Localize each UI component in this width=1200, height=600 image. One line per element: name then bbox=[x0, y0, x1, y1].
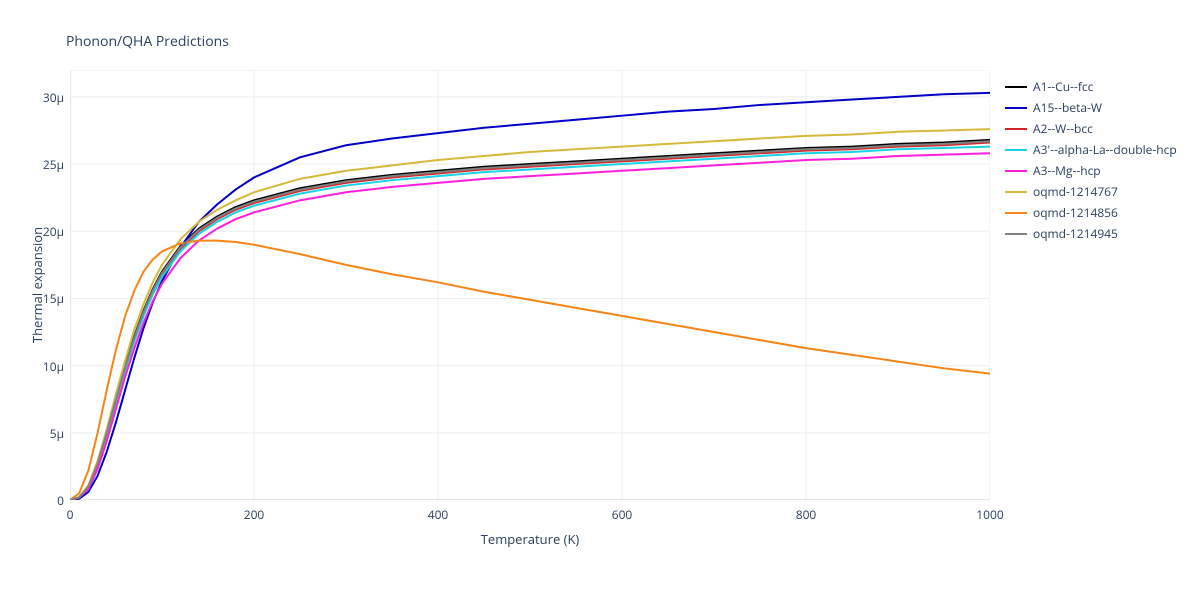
legend-swatch bbox=[1005, 191, 1027, 193]
legend-swatch bbox=[1005, 107, 1027, 109]
plot-area bbox=[70, 70, 990, 500]
plot-svg bbox=[70, 70, 990, 500]
legend-item[interactable]: A2--W--bcc bbox=[1005, 120, 1177, 137]
legend-swatch bbox=[1005, 149, 1027, 151]
legend-swatch bbox=[1005, 86, 1027, 88]
series-line[interactable] bbox=[70, 241, 990, 500]
x-tick-label: 400 bbox=[423, 506, 453, 523]
legend-item[interactable]: oqmd-1214856 bbox=[1005, 204, 1177, 221]
series-line[interactable] bbox=[70, 129, 990, 500]
legend-label: A15--beta-W bbox=[1033, 99, 1102, 116]
x-tick-label: 800 bbox=[791, 506, 821, 523]
legend-label: oqmd-1214945 bbox=[1033, 225, 1118, 242]
legend: A1--Cu--fcc A15--beta-W A2--W--bcc A3'--alp… bbox=[1005, 78, 1177, 246]
chart-title: Phonon/QHA Predictions bbox=[66, 32, 229, 51]
chart-container: Phonon/QHA Predictions 0 200 400 600 800 1000… bbox=[0, 0, 1200, 600]
legend-label: A3--Mg--hcp bbox=[1033, 162, 1101, 179]
legend-label: A3'--alpha-La--double-hcp bbox=[1033, 141, 1177, 158]
y-tick-label: 5μ bbox=[50, 425, 64, 442]
series-line[interactable] bbox=[70, 147, 990, 500]
legend-item[interactable]: A15--beta-W bbox=[1005, 99, 1177, 116]
series-line[interactable] bbox=[70, 140, 990, 500]
x-tick-label: 200 bbox=[239, 506, 269, 523]
series-line[interactable] bbox=[70, 93, 990, 500]
legend-swatch bbox=[1005, 212, 1027, 214]
legend-item[interactable]: A3--Mg--hcp bbox=[1005, 162, 1177, 179]
y-axis-label: Thermal expansion bbox=[28, 70, 48, 500]
series-line[interactable] bbox=[70, 153, 990, 500]
legend-swatch bbox=[1005, 233, 1027, 235]
legend-swatch bbox=[1005, 128, 1027, 130]
x-tick-label: 600 bbox=[607, 506, 637, 523]
legend-swatch bbox=[1005, 170, 1027, 172]
legend-label: A2--W--bcc bbox=[1033, 120, 1093, 137]
series-line[interactable] bbox=[70, 143, 990, 500]
series-line[interactable] bbox=[70, 141, 990, 500]
legend-label: oqmd-1214856 bbox=[1033, 204, 1118, 221]
legend-item[interactable]: oqmd-1214945 bbox=[1005, 225, 1177, 242]
x-tick-label: 1000 bbox=[975, 506, 1005, 523]
legend-item[interactable]: A3'--alpha-La--double-hcp bbox=[1005, 141, 1177, 158]
legend-item[interactable]: A1--Cu--fcc bbox=[1005, 78, 1177, 95]
legend-label: A1--Cu--fcc bbox=[1033, 78, 1093, 95]
x-axis-label: Temperature (K) bbox=[70, 530, 990, 548]
legend-item[interactable]: oqmd-1214767 bbox=[1005, 183, 1177, 200]
legend-label: oqmd-1214767 bbox=[1033, 183, 1118, 200]
y-tick-label: 0 bbox=[57, 492, 64, 509]
